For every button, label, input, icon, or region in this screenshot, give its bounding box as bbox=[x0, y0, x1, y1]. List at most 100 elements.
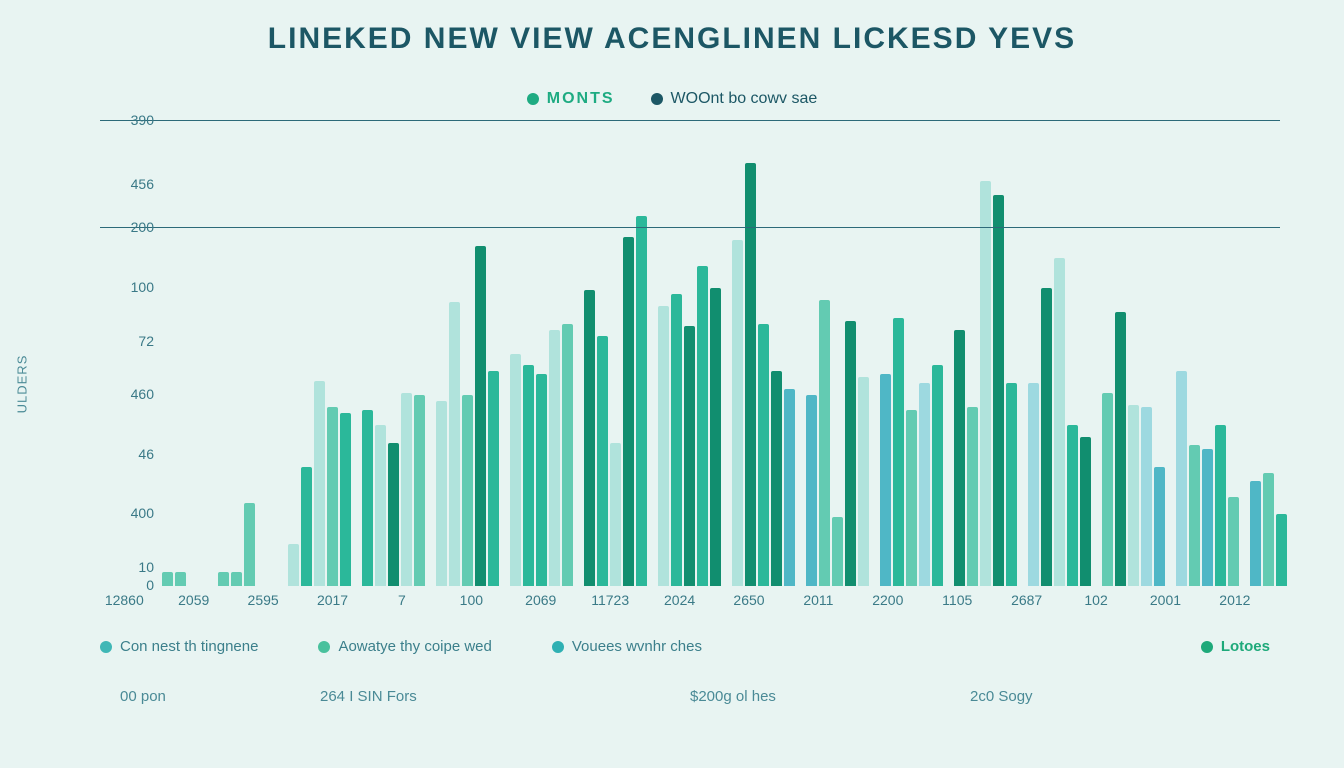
legend-label: Aowatye thy coipe wed bbox=[338, 638, 491, 655]
bar bbox=[710, 288, 721, 586]
bar bbox=[488, 371, 499, 586]
x-tick-label: 102 bbox=[1084, 592, 1107, 608]
bar-group bbox=[806, 300, 869, 586]
bar bbox=[684, 326, 695, 586]
bar bbox=[906, 410, 917, 586]
reference-line bbox=[100, 227, 1280, 228]
x-tick-label: 2024 bbox=[664, 592, 695, 608]
legend-label: Con nest th tingnene bbox=[120, 638, 258, 655]
x-tick-label: 2017 bbox=[317, 592, 348, 608]
x-tick-label: 7 bbox=[398, 592, 406, 608]
bar bbox=[1228, 497, 1239, 586]
bar bbox=[806, 395, 817, 586]
legend-item: Vouees wvnhr ches bbox=[552, 638, 702, 655]
bar bbox=[745, 163, 756, 586]
bar bbox=[732, 240, 743, 586]
bar bbox=[340, 413, 351, 586]
footer-label: 00 pon bbox=[120, 688, 166, 705]
bar bbox=[658, 306, 669, 586]
bar bbox=[510, 354, 521, 587]
legend-dot-icon bbox=[100, 641, 112, 653]
bar bbox=[1041, 288, 1052, 586]
bar-group bbox=[288, 381, 351, 586]
bar bbox=[1250, 481, 1261, 586]
bar bbox=[932, 365, 943, 586]
bar bbox=[414, 395, 425, 586]
bar bbox=[162, 572, 173, 586]
bar bbox=[1276, 514, 1287, 586]
bar-group bbox=[732, 163, 795, 586]
x-tick-label: 11723 bbox=[591, 592, 629, 608]
y-tick-label: 460 bbox=[104, 386, 154, 402]
bar-group bbox=[954, 181, 1017, 586]
bar bbox=[462, 395, 473, 586]
legend-item: Lotoes bbox=[1201, 638, 1270, 655]
x-tick-label: 2687 bbox=[1011, 592, 1042, 608]
y-tick-label: 0 bbox=[104, 577, 154, 593]
footer-label: $200g ol hes bbox=[690, 688, 776, 705]
legend-dot-icon bbox=[552, 641, 564, 653]
bar bbox=[1080, 437, 1091, 586]
bar bbox=[671, 294, 682, 586]
bar bbox=[1141, 407, 1152, 586]
bar bbox=[819, 300, 830, 586]
legend-item: WOOnt bo cowv sae bbox=[651, 90, 818, 108]
x-tick-label: 2001 bbox=[1150, 592, 1181, 608]
x-tick-label: 2595 bbox=[248, 592, 279, 608]
bar bbox=[919, 383, 930, 586]
bar bbox=[697, 266, 708, 586]
bar bbox=[1128, 405, 1139, 586]
y-tick-label: 10 bbox=[104, 559, 154, 575]
x-tick-label: 2012 bbox=[1219, 592, 1250, 608]
bar bbox=[388, 443, 399, 586]
bar bbox=[175, 572, 186, 586]
bar-group bbox=[362, 393, 425, 586]
bar bbox=[375, 425, 386, 586]
bar bbox=[784, 389, 795, 586]
y-tick-label: 72 bbox=[104, 333, 154, 349]
bar bbox=[610, 443, 621, 586]
x-tick-label: 1105 bbox=[942, 592, 972, 608]
bar bbox=[1006, 383, 1017, 586]
bar bbox=[244, 503, 255, 586]
bar-group bbox=[1028, 258, 1091, 586]
bar bbox=[314, 381, 325, 586]
y-tick-label: 400 bbox=[104, 505, 154, 521]
bar-group bbox=[1102, 312, 1165, 586]
legend-item: MONTS bbox=[527, 90, 615, 108]
bar bbox=[623, 237, 634, 586]
chart-container: LINEKED NEW VIEW ACENGLINEN LICKESD YEVS… bbox=[0, 0, 1344, 768]
bar bbox=[536, 374, 547, 586]
bar bbox=[758, 324, 769, 586]
y-axis-label: ULDERS bbox=[15, 355, 30, 414]
bar-group bbox=[218, 503, 255, 586]
y-tick-label: 390 bbox=[104, 112, 154, 128]
bar bbox=[636, 216, 647, 586]
x-tick-label: 2650 bbox=[733, 592, 764, 608]
bar bbox=[523, 365, 534, 586]
legend-item: Aowatye thy coipe wed bbox=[318, 638, 491, 655]
bar bbox=[893, 318, 904, 586]
bar bbox=[1176, 371, 1187, 586]
legend-dot-icon bbox=[651, 93, 663, 105]
bar bbox=[1202, 449, 1213, 586]
bar-group bbox=[584, 216, 647, 586]
bar-group bbox=[658, 266, 721, 586]
bar bbox=[401, 393, 412, 586]
bar bbox=[954, 330, 965, 586]
bar bbox=[832, 517, 843, 586]
y-tick-label: 456 bbox=[104, 176, 154, 192]
bar bbox=[1189, 445, 1200, 586]
bar bbox=[771, 371, 782, 586]
bar-group bbox=[162, 572, 186, 586]
legend-label: Lotoes bbox=[1221, 638, 1270, 655]
bar bbox=[993, 195, 1004, 586]
x-axis-labels: 1286020592595201771002069117232024265020… bbox=[100, 592, 1280, 616]
x-tick-label: 2200 bbox=[872, 592, 903, 608]
plot-area bbox=[100, 120, 1280, 586]
y-tick-label: 200 bbox=[104, 219, 154, 235]
footer-label: 2c0 Sogy bbox=[970, 688, 1033, 705]
bar-group bbox=[880, 318, 943, 586]
bar bbox=[549, 330, 560, 586]
legend-dot-icon bbox=[318, 641, 330, 653]
